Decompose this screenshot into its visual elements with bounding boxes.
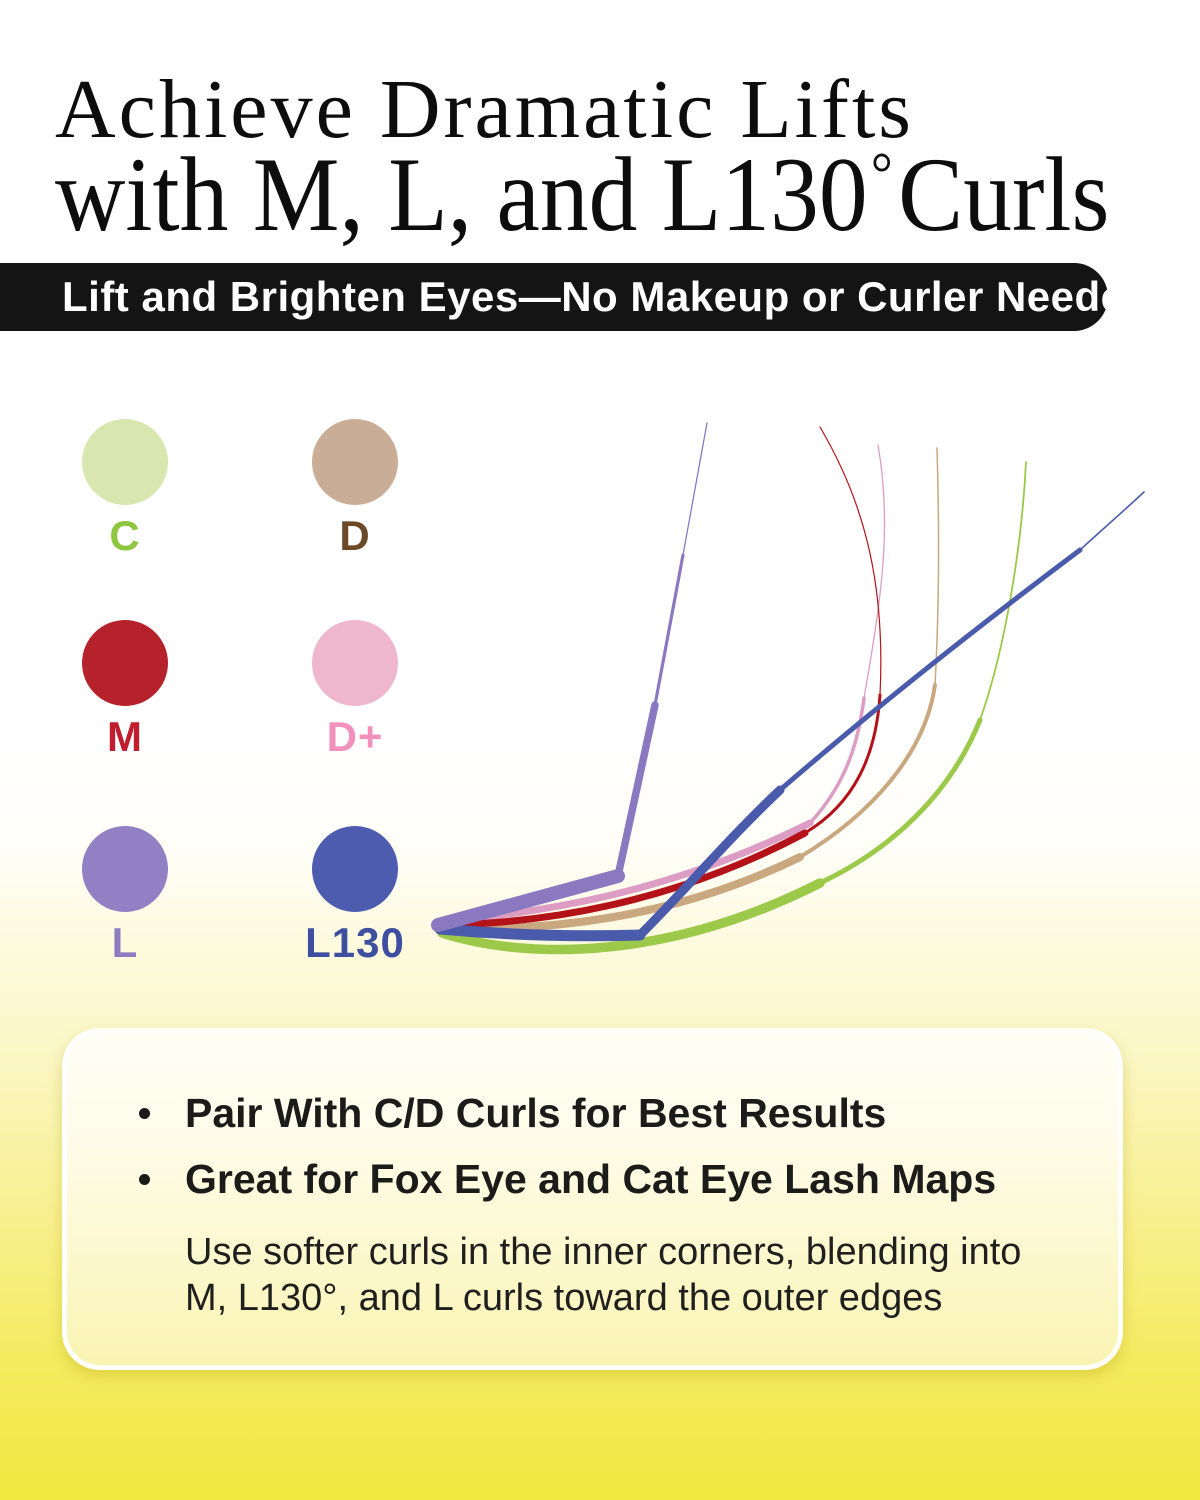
benefit-banner: Lift and Brighten Eyes—No Makeup or Curl… <box>0 263 1150 331</box>
legend-swatch-L <box>82 826 168 912</box>
curve-D-plus <box>440 444 886 925</box>
title-line2-text: with M, L, and L130 <box>55 136 868 253</box>
legend-swatch-D-plus <box>312 620 398 706</box>
legend-label-C: C <box>109 512 141 559</box>
curve-C <box>437 461 1027 955</box>
page-title-line1: Achieve Dramatic Lifts <box>55 63 914 156</box>
legend-swatch-C <box>82 419 168 505</box>
bullet-dot <box>139 1174 150 1185</box>
info-box: Pair With C/D Curls for Best Results Gre… <box>62 1028 1123 1370</box>
legend-label-D: D <box>339 512 371 559</box>
bullet-item-pair-with-cd: Pair With C/D Curls for Best Results <box>107 1091 1078 1135</box>
legend-label-D-plus: D+ <box>326 713 384 760</box>
curve-M <box>442 426 882 929</box>
legend-swatch-L130 <box>312 826 398 912</box>
legend-label-L: L <box>111 919 139 966</box>
bullet-text: Pair With C/D Curls for Best Results <box>185 1090 887 1136</box>
bullet-text: Great for Fox Eye and Cat Eye Lash Maps <box>185 1156 997 1202</box>
title-line2-suffix: Curls <box>898 136 1110 253</box>
bullet-dot <box>139 1108 150 1119</box>
bullet-list: Pair With C/D Curls for Best Results Gre… <box>107 1091 1078 1201</box>
curve-L <box>431 422 708 932</box>
usage-note-line2: M, L130°, and L curls toward the outer e… <box>185 1277 943 1319</box>
usage-note-line1: Use softer curls in the inner corners, b… <box>185 1231 1022 1273</box>
legend-swatch-D <box>312 419 398 505</box>
legend-swatch-M <box>82 620 168 706</box>
legend-label-M: M <box>107 713 143 760</box>
usage-note: Use softer curls in the inner corners, b… <box>107 1229 1078 1321</box>
bullet-item-fox-cat-eye: Great for Fox Eye and Cat Eye Lash Maps <box>107 1157 1078 1201</box>
benefit-banner-text: Lift and Brighten Eyes—No Makeup or Curl… <box>62 273 1151 320</box>
page-title-line2: with M, L, and L130°Curls <box>55 136 1110 253</box>
curve-L130 <box>434 491 1145 942</box>
curl-diagram <box>431 422 1145 955</box>
legend-label-L130: L130 <box>305 919 405 966</box>
